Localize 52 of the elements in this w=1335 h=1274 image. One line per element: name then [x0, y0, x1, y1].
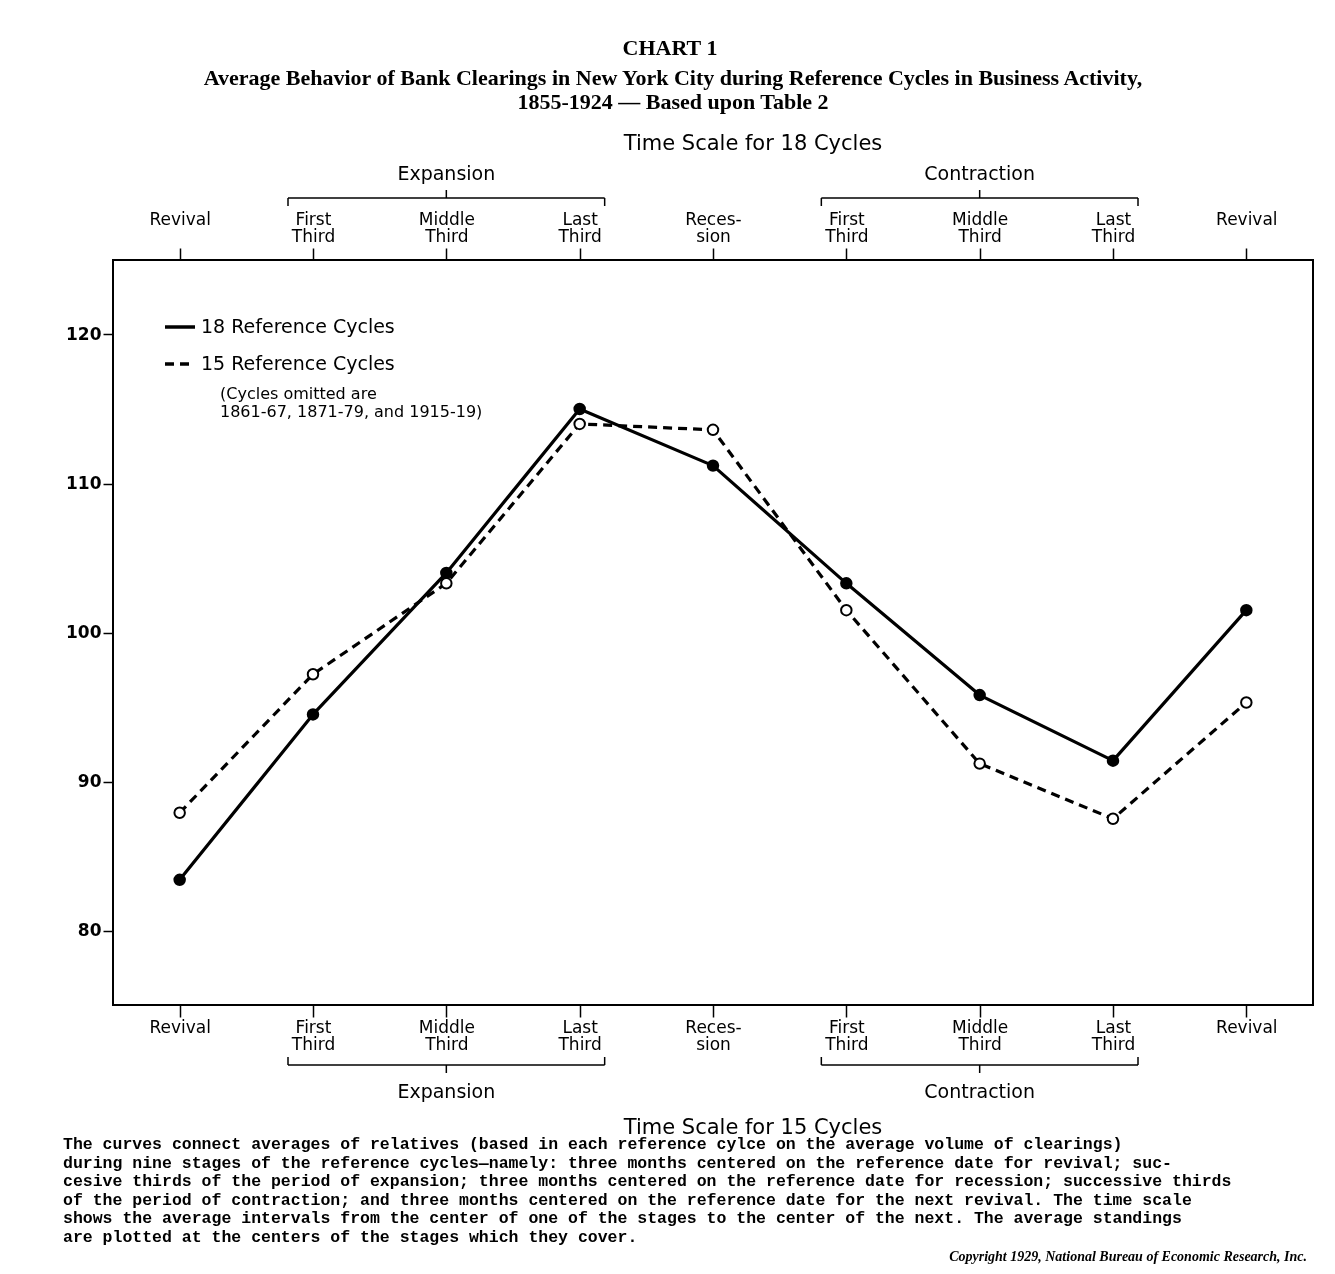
category-label: First Third [825, 208, 869, 246]
y-tick-label: 100 [66, 622, 102, 642]
point [973, 688, 986, 702]
category-label: Revival [149, 208, 211, 229]
point [306, 708, 320, 721]
point [973, 757, 986, 770]
x-tick-label: Reces- sion [685, 1016, 742, 1054]
category-label: First Third [291, 208, 336, 246]
x-tick-label: Middle Third [952, 1016, 1009, 1054]
category-label: Last Third [1091, 208, 1136, 246]
point [573, 402, 586, 416]
text: Expansion [397, 162, 496, 184]
point [306, 667, 320, 681]
x2-axis-title: Time Scale for 18 Cycles [622, 131, 883, 155]
point [440, 566, 453, 580]
point [706, 423, 720, 437]
chart-title: CHART 1 [622, 35, 718, 60]
legend-label: 15 Reference Cycles [201, 352, 395, 374]
point [1240, 603, 1253, 617]
chart-subtitle: Average Behavior of Bank Clearings in New York City during Reference Cycles in Business Activity, 1855-1924 — Based upon Table 2 [203, 65, 1143, 114]
y-tick-label: 80 [77, 920, 102, 940]
point [173, 873, 186, 887]
point [840, 577, 853, 590]
category-label: Revival [1216, 208, 1278, 229]
point [1106, 812, 1120, 825]
x-tick-label: First Third [290, 1016, 336, 1054]
text: Copyright 1929, National Bureau of Economic Research, Inc. [949, 1249, 1307, 1264]
y-tick-label: 90 [77, 771, 102, 791]
text: Contraction [924, 162, 1036, 184]
x-tick-label: Last Third [557, 1016, 602, 1054]
point [173, 806, 186, 820]
x-tick-label: Revival [149, 1016, 211, 1037]
annotation: (Cycles omitted are 1861-67, 1871-79, and 1915-19) [220, 384, 483, 421]
point [840, 603, 853, 617]
x-tick-label: Middle Third [418, 1016, 475, 1054]
category-label: Reces- sion [685, 208, 742, 246]
x-tick-label: Revival [1216, 1016, 1278, 1037]
text: Contraction [924, 1080, 1036, 1102]
x-tick-label: First Third [824, 1016, 869, 1054]
point [1106, 754, 1120, 767]
category-label: Middle Third [418, 208, 475, 246]
legend-label: 18 Reference Cycles [201, 315, 395, 337]
point [440, 577, 453, 590]
text: Expansion [397, 1080, 496, 1102]
category-label: Middle Third [952, 208, 1009, 246]
x-tick-label: Last Third [1090, 1016, 1136, 1054]
point [1240, 696, 1253, 709]
point [573, 417, 586, 431]
category-label: Last Third [558, 208, 602, 246]
y-tick-label: 110 [66, 473, 102, 493]
point [706, 459, 720, 472]
y-tick-label: 120 [66, 324, 102, 344]
